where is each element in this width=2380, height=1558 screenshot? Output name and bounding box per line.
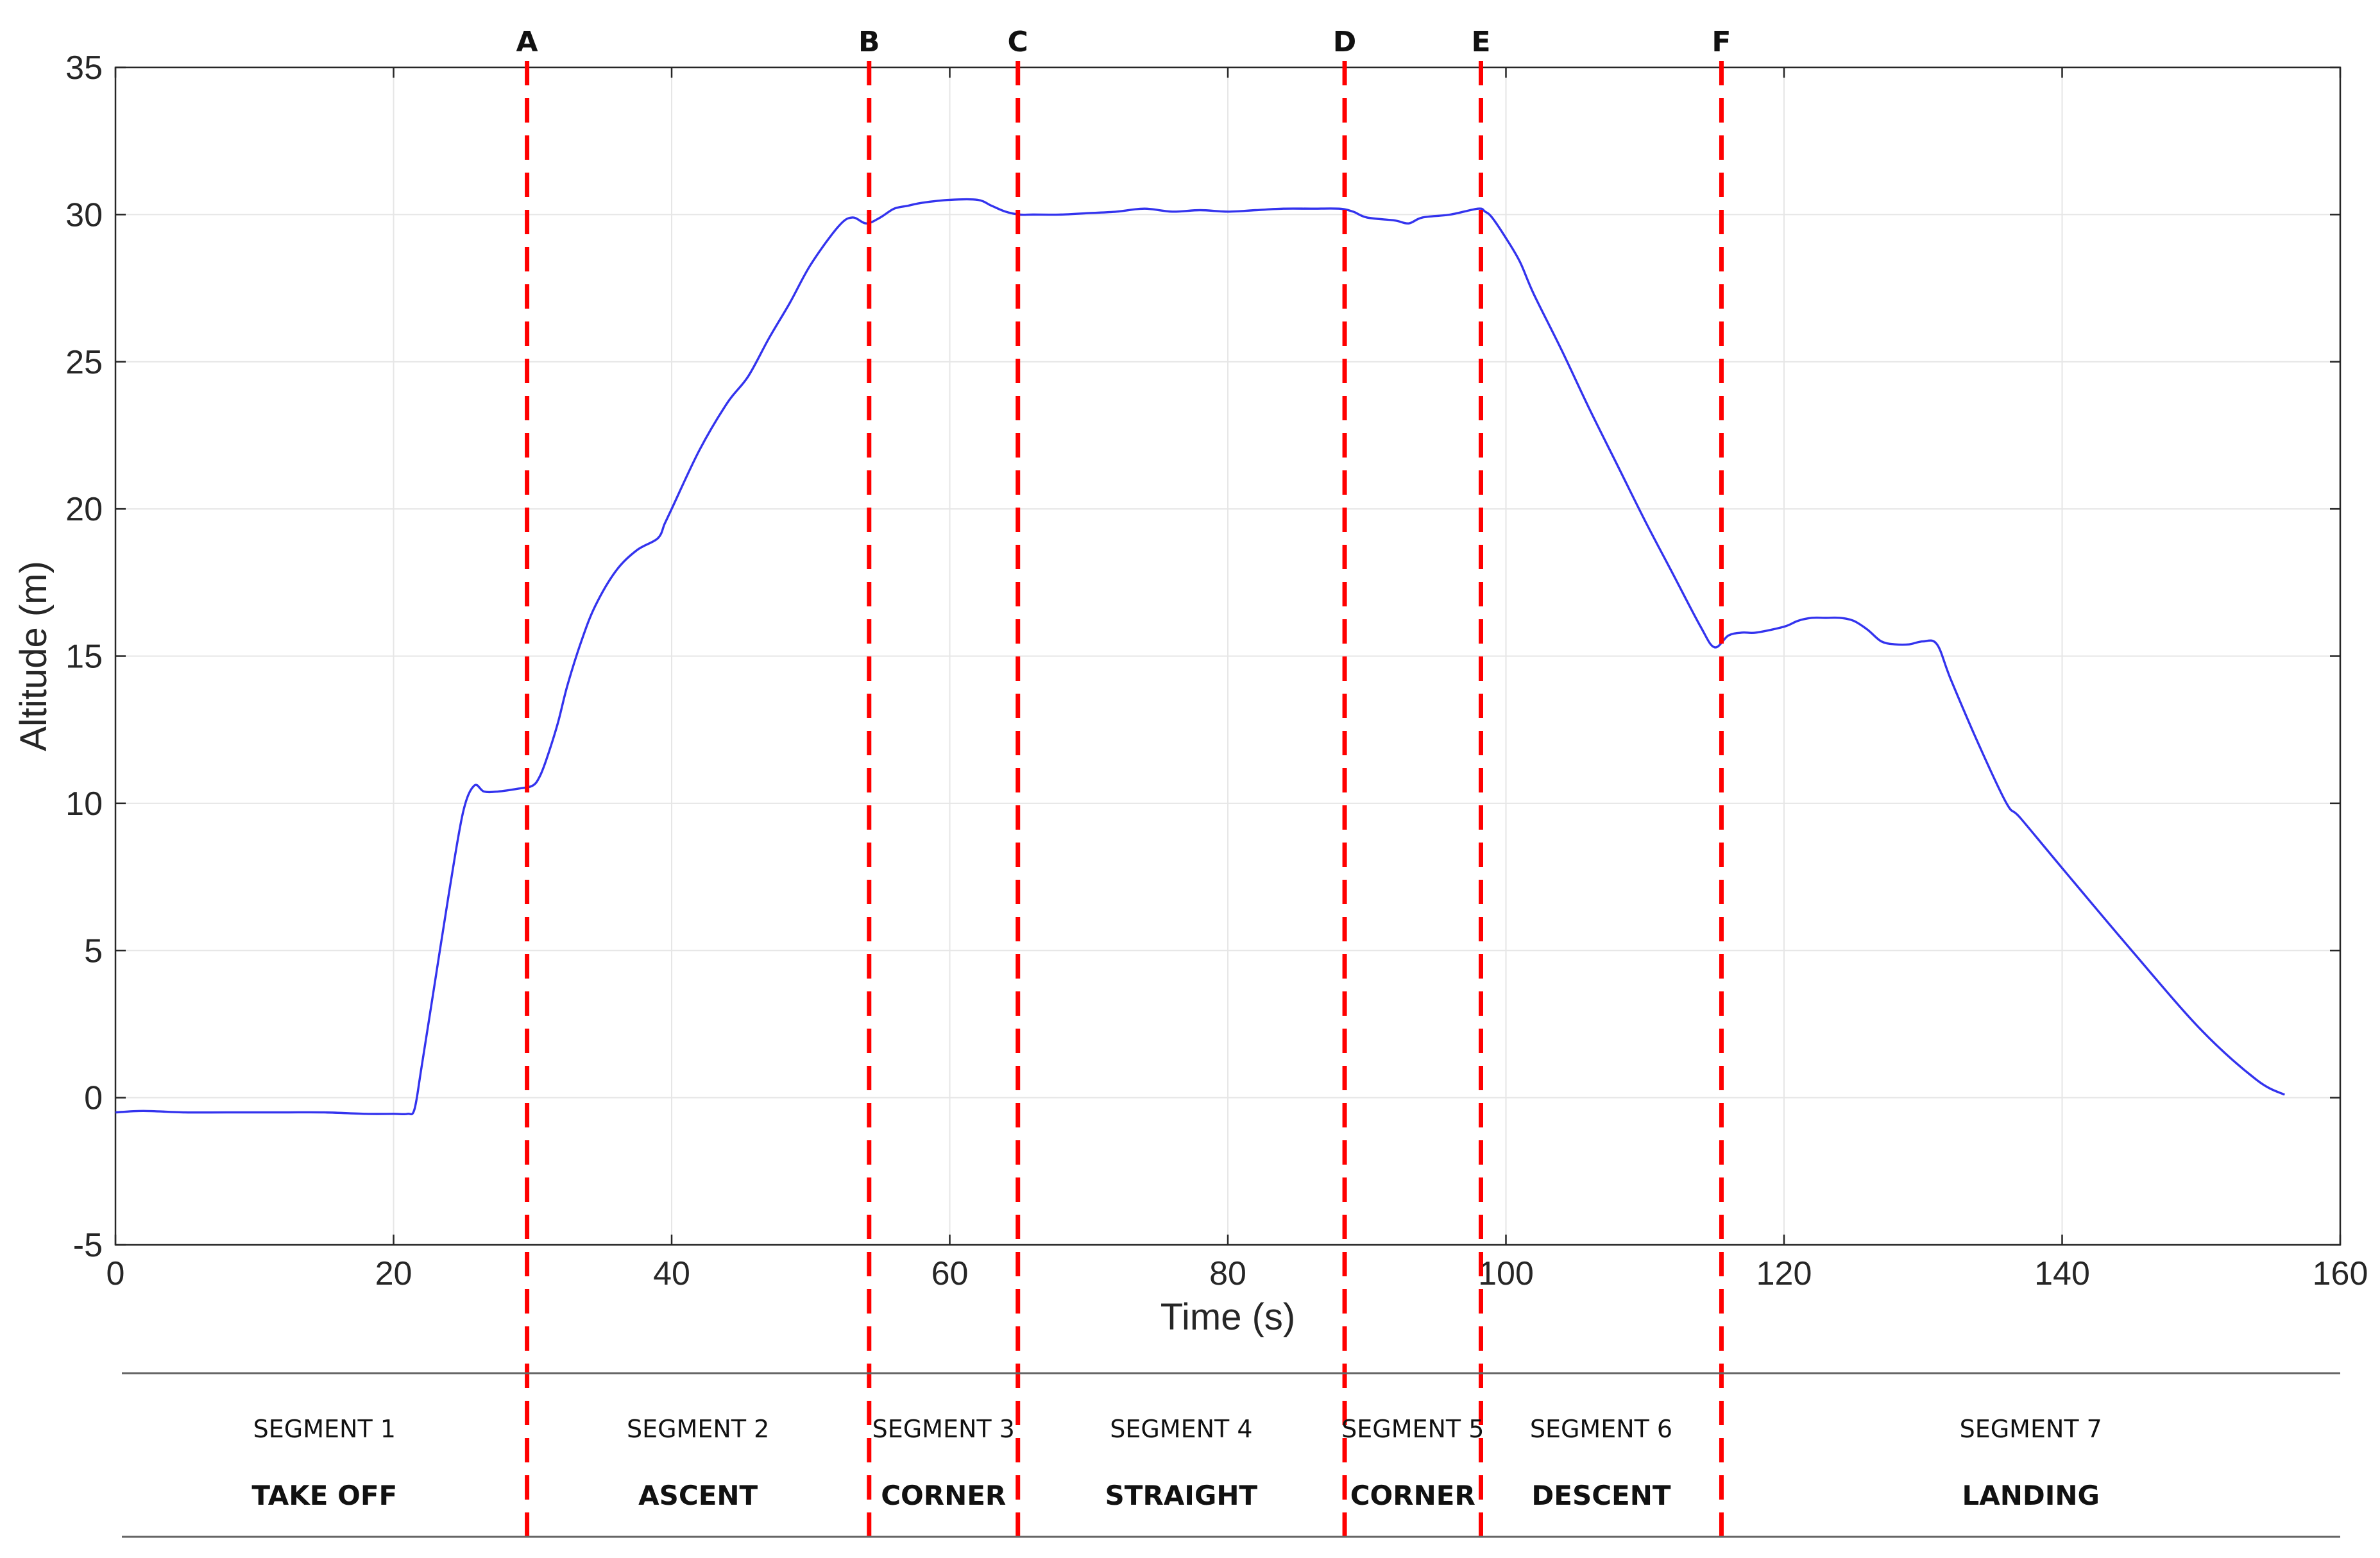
segment-name: ASCENT	[638, 1480, 758, 1511]
x-tick-label: 80	[1209, 1255, 1246, 1292]
segment-number: SEGMENT 2	[627, 1415, 769, 1443]
boundary-marker-label: B	[858, 26, 880, 58]
y-tick-label: 35	[65, 49, 103, 87]
boundary-marker-label: F	[1712, 26, 1731, 58]
y-tick-label: 10	[65, 785, 103, 823]
segment-name: DESCENT	[1531, 1480, 1670, 1511]
x-tick-label: 0	[106, 1255, 125, 1292]
y-tick-label: 20	[65, 491, 103, 528]
y-tick-label: -5	[73, 1227, 103, 1264]
y-tick-label: 25	[65, 344, 103, 381]
y-axis-title: Altitude (m)	[13, 561, 55, 751]
segment-name: STRAIGHT	[1105, 1480, 1258, 1511]
x-tick-label: 140	[2034, 1255, 2090, 1292]
grid	[115, 67, 2340, 1245]
segment-number: SEGMENT 5	[1341, 1415, 1484, 1443]
segment-number: SEGMENT 6	[1530, 1415, 1672, 1443]
x-tick-label: 160	[2313, 1255, 2368, 1292]
y-tick-label: 30	[65, 196, 103, 234]
segment-name: TAKE OFF	[251, 1480, 397, 1511]
x-axis-title: Time (s)	[1160, 1296, 1295, 1338]
altitude-series-line	[115, 198, 2286, 1116]
x-tick-label: 120	[1756, 1255, 1812, 1292]
segment-number: SEGMENT 4	[1110, 1415, 1252, 1443]
segment-number: SEGMENT 7	[1960, 1415, 2102, 1443]
x-tick-label: 40	[653, 1255, 690, 1292]
segment-table: SEGMENT 1 TAKE OFF SEGMENT 2 ASCENT SEGMENT …	[122, 1372, 2340, 1538]
segment-name: CORNER	[881, 1480, 1006, 1511]
x-tick-label: 20	[375, 1255, 412, 1292]
boundary-marker-label: A	[516, 26, 538, 58]
segment-name: CORNER	[1350, 1480, 1475, 1511]
segment-name: LANDING	[1962, 1480, 2100, 1511]
x-tick-label: 60	[931, 1255, 969, 1292]
y-tick-label: 15	[65, 638, 103, 676]
segment-number: SEGMENT 1	[253, 1415, 396, 1443]
x-tick-label: 100	[1478, 1255, 1534, 1292]
boundary-marker-label: D	[1333, 26, 1357, 58]
boundary-marker-label: E	[1471, 26, 1490, 58]
y-tick-label: 5	[84, 932, 103, 970]
segment-boundary-markers: A B C D E F	[516, 26, 1731, 1537]
boundary-marker-label: C	[1008, 26, 1028, 58]
segment-number: SEGMENT 3	[872, 1415, 1015, 1443]
y-tick-label: 0	[84, 1080, 103, 1117]
